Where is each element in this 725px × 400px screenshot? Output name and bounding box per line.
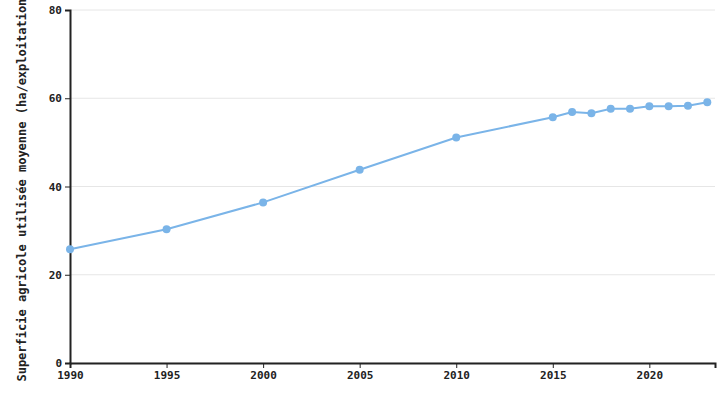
point xyxy=(703,98,711,106)
x-tick-label: 2015 xyxy=(540,369,567,382)
y-tick-mark xyxy=(65,275,70,276)
y-axis: 0 20 40 60 80 xyxy=(49,4,71,370)
x-tick: 2005 xyxy=(347,363,374,382)
x-axis: 1990 1995 2000 2005 2010 2015 2020 xyxy=(57,363,715,382)
y-tick-label: 0 xyxy=(55,357,62,370)
x-tick-mark xyxy=(360,363,361,368)
y-tick: 20 xyxy=(49,269,70,282)
x-tick: 1995 xyxy=(154,363,181,382)
y-tick-label: 60 xyxy=(49,92,62,105)
x-tick: 2000 xyxy=(250,363,277,382)
x-tick: 2020 xyxy=(637,363,664,382)
point xyxy=(626,105,634,113)
marks xyxy=(66,98,711,253)
y-axis-line xyxy=(65,11,71,364)
point xyxy=(684,102,692,110)
x-tick-mark xyxy=(456,363,457,368)
x-tick-label: 2000 xyxy=(250,369,277,382)
x-tick-mark xyxy=(553,363,554,368)
grid-line xyxy=(70,186,715,187)
point xyxy=(587,109,595,117)
x-axis-line xyxy=(71,364,716,369)
y-tick-label: 20 xyxy=(49,269,62,282)
point xyxy=(607,105,615,113)
y-tick-label: 80 xyxy=(49,4,62,17)
x-tick-label: 2005 xyxy=(347,369,374,382)
y-tick: 0 xyxy=(55,357,70,370)
point xyxy=(452,134,460,142)
point xyxy=(259,198,267,206)
grid-line xyxy=(70,98,715,99)
y-tick-mark xyxy=(65,10,70,11)
point xyxy=(163,225,171,233)
x-tick: 2015 xyxy=(540,363,567,382)
x-tick-label: 2020 xyxy=(637,369,664,382)
point xyxy=(665,102,673,110)
grid-line xyxy=(70,10,715,11)
x-tick-label: 2010 xyxy=(443,369,470,382)
grid xyxy=(70,10,715,363)
point xyxy=(549,113,557,121)
x-tick-mark xyxy=(167,363,168,368)
plot: 1990 1995 2000 2005 2010 2015 2020 0 20 40 60 80 xyxy=(49,4,716,382)
chart: 1990 1995 2000 2005 2010 2015 2020 0 20 40 60 80 Sup… xyxy=(0,0,725,400)
y-tick-mark xyxy=(65,187,70,188)
x-tick-label: 1995 xyxy=(154,369,181,382)
y-tick-mark xyxy=(65,98,70,99)
point xyxy=(568,108,576,116)
y-tick-mark xyxy=(65,363,70,364)
point xyxy=(356,166,364,174)
point xyxy=(645,102,653,110)
y-tick-label: 40 xyxy=(49,181,62,194)
y-tick: 80 xyxy=(49,4,70,17)
x-tick-mark xyxy=(263,363,264,368)
line xyxy=(70,102,707,249)
y-tick: 60 xyxy=(49,92,70,105)
grid-line xyxy=(70,274,715,275)
point xyxy=(66,245,74,253)
x-tick-label: 1990 xyxy=(57,369,84,382)
x-tick: 2010 xyxy=(443,363,470,382)
y-axis-title: Superficie agricole utilisée moyenne (ha… xyxy=(15,0,29,382)
x-tick-mark xyxy=(649,363,650,368)
y-tick: 40 xyxy=(49,181,70,194)
